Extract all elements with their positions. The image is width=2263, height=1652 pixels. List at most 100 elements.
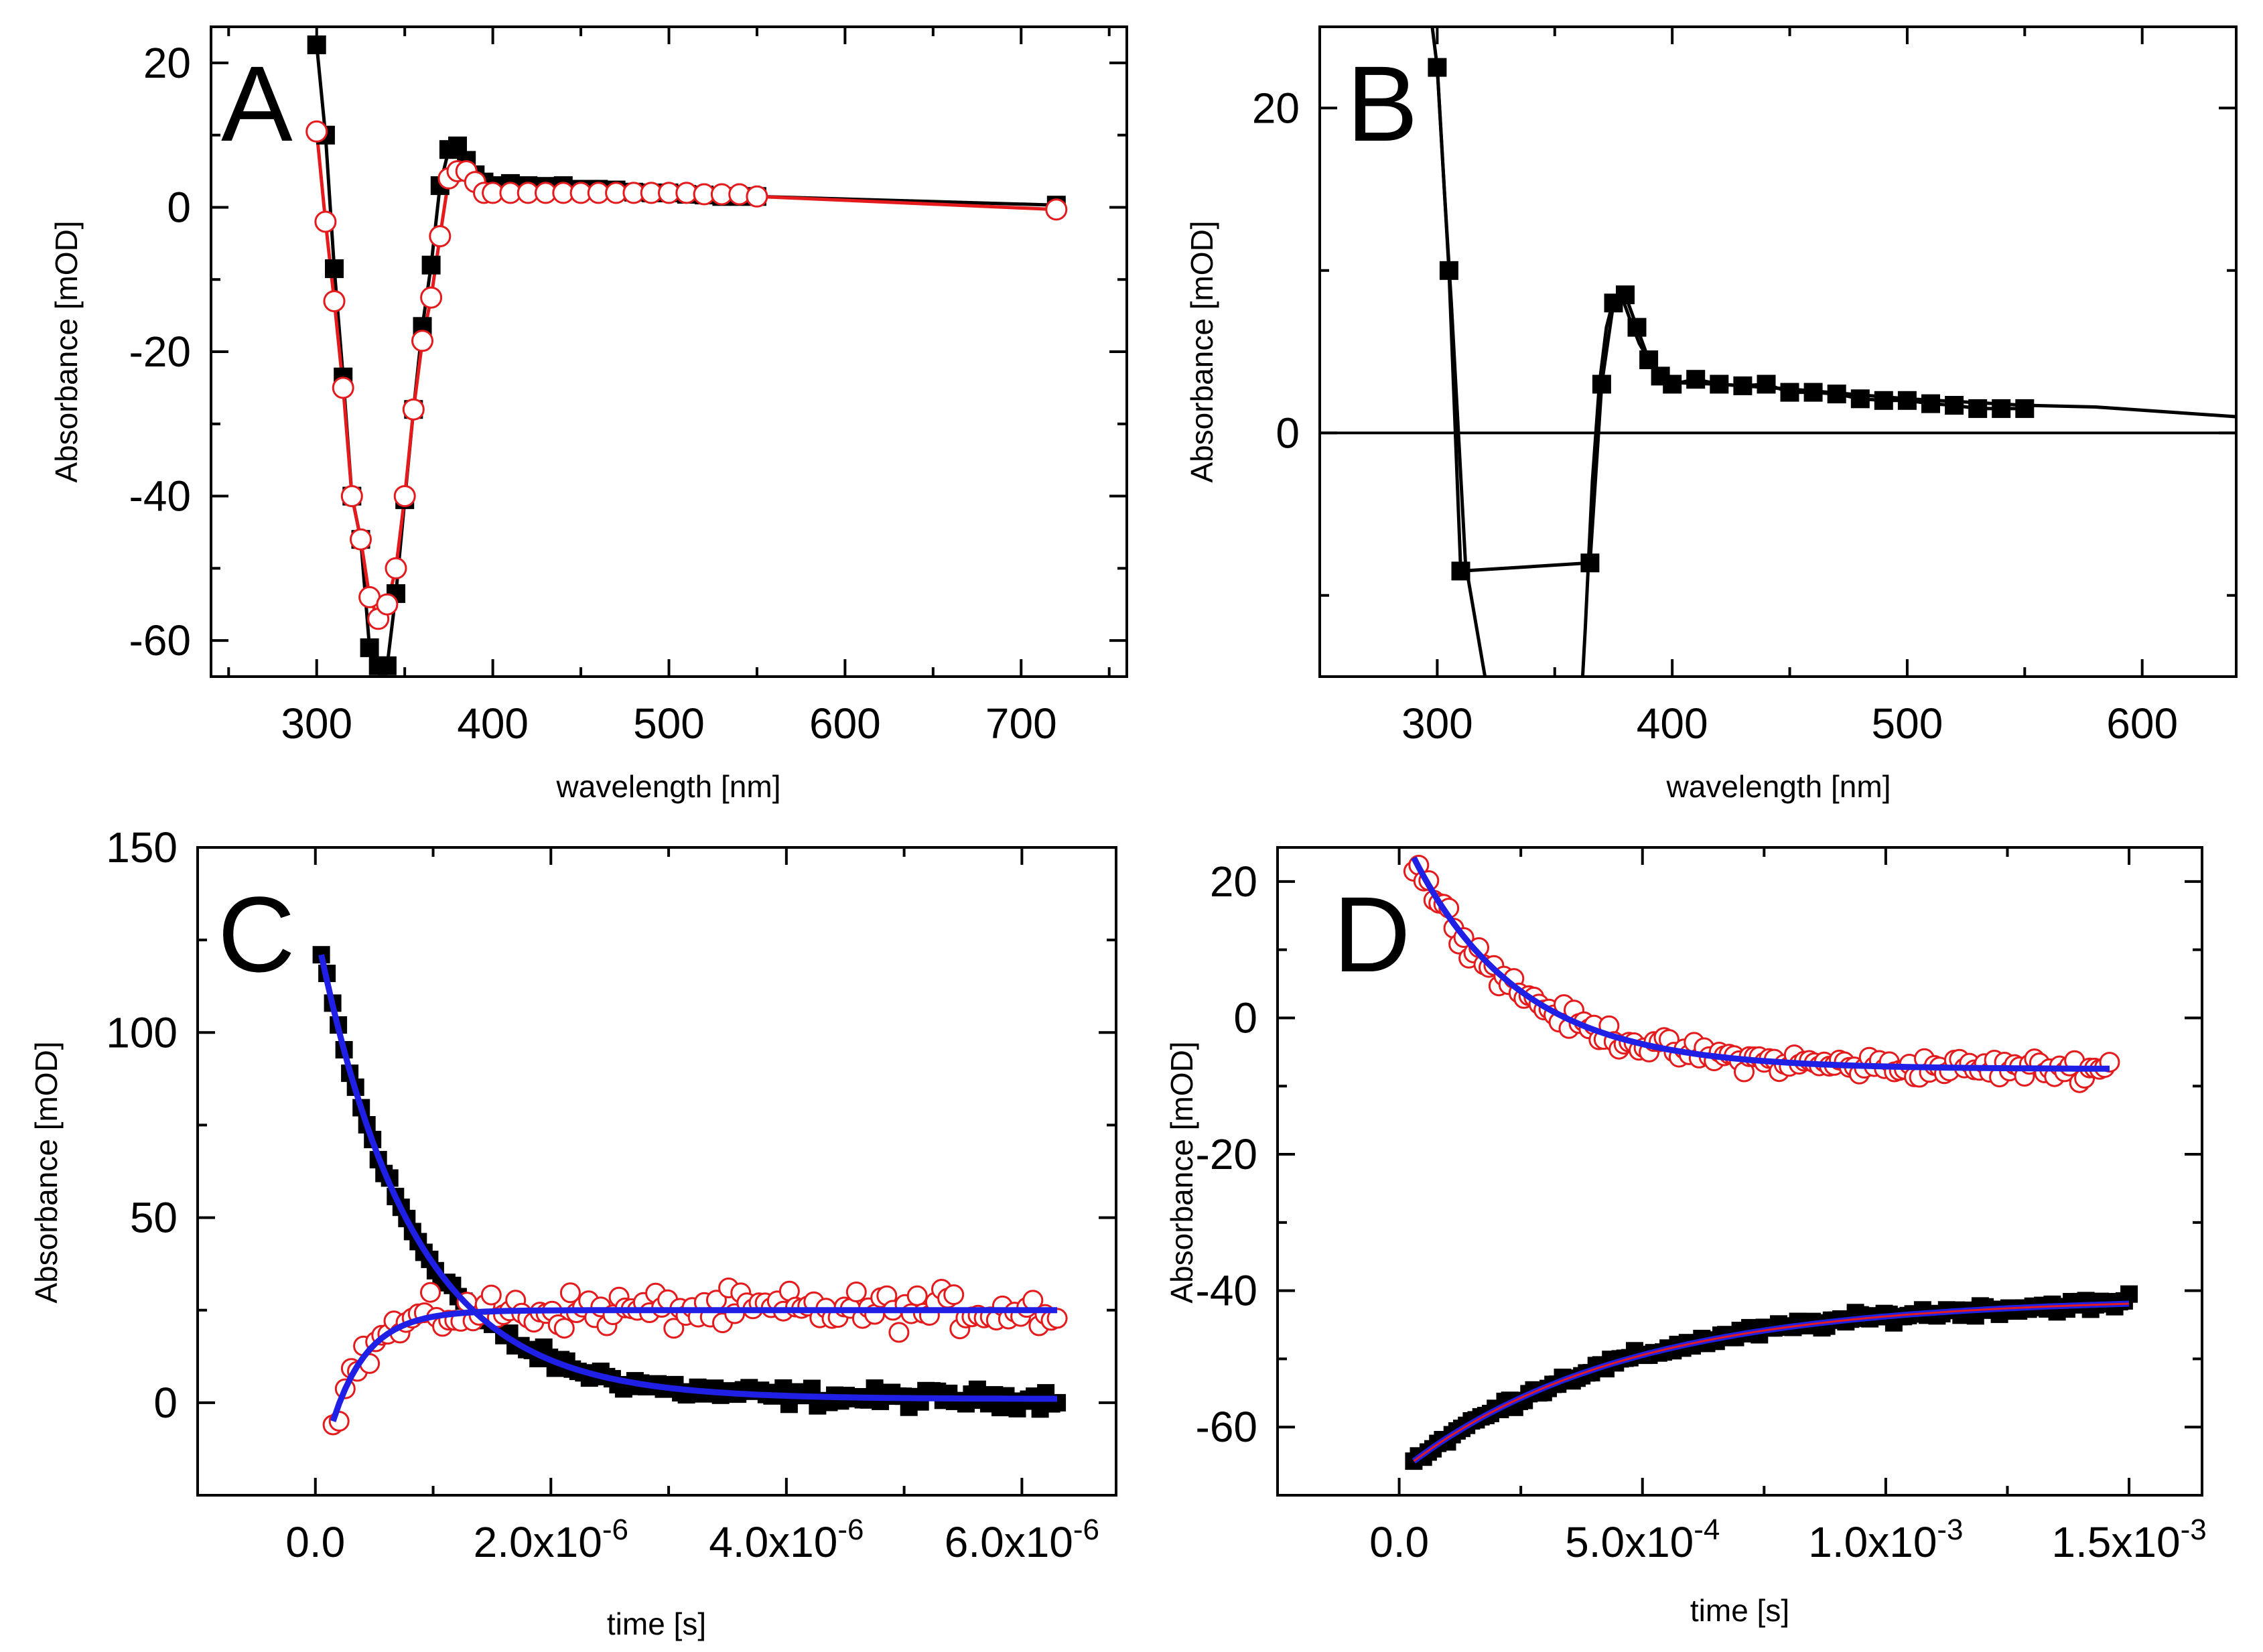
x-axis-title: wavelength [nm] xyxy=(556,769,781,804)
plot-frame xyxy=(1276,846,2203,1497)
x-axis-title: time [s] xyxy=(1690,1593,1789,1628)
x-axis-title: wavelength [nm] xyxy=(1666,769,1891,804)
plot-area xyxy=(305,35,1068,675)
data-point-trace xyxy=(559,1282,581,1304)
data-point-circles xyxy=(429,225,452,248)
x-tick-exponent: -3 xyxy=(1937,1513,1963,1546)
data-point-squares xyxy=(377,656,397,675)
data-point-trace xyxy=(553,1318,575,1339)
y-tick-label: 150 xyxy=(106,823,178,872)
data-point-circles xyxy=(385,557,407,579)
data-point-squares xyxy=(1439,261,1458,280)
data-point-squares xyxy=(1945,396,1964,415)
data-point-trace xyxy=(943,1284,965,1306)
x-axis-title: time [s] xyxy=(607,1606,706,1641)
data-point-squares xyxy=(360,638,379,657)
data-point-circles xyxy=(350,528,372,551)
data-point-circles xyxy=(340,485,363,508)
plot-area xyxy=(1320,27,2236,677)
data-point-circles xyxy=(411,330,433,352)
data-point-squares xyxy=(1827,385,1846,404)
plot-area xyxy=(1403,855,2138,1470)
panel-c: 0.0 2.0x10-6 4.0x10-6 6.0x10-6050100150time… xyxy=(29,823,1117,1641)
data-point-squares xyxy=(1733,376,1753,395)
fit-line-decay xyxy=(318,954,1058,1402)
data-point-squares xyxy=(1874,391,1893,410)
data-point-squares xyxy=(1639,350,1659,370)
data-point-circles xyxy=(323,290,346,313)
panel-b: 300 400 500 600 0 20 wavelength [nm] Absorbance… xyxy=(1184,25,2238,804)
y-tick-label: 0 xyxy=(167,183,191,231)
data-point-squares xyxy=(1580,553,1600,573)
y-tick-label: -20 xyxy=(1196,1130,1258,1178)
x-tick-label: 600 xyxy=(2106,699,2178,748)
data-point-squares xyxy=(1968,399,1988,418)
x-tick-label: 300 xyxy=(1401,699,1473,748)
x-tick-label: 500 xyxy=(633,699,705,748)
fit-line-lower-inner xyxy=(1413,1302,2130,1462)
x-tick-label: 0.0 xyxy=(1369,1518,1429,1566)
plot-frame xyxy=(1318,25,2238,678)
y-tick-label: 0 xyxy=(1276,409,1300,457)
data-point-squares xyxy=(421,255,441,275)
data-point-trace xyxy=(888,1322,910,1343)
x-tick-label: 400 xyxy=(1637,699,1708,748)
data-point-trace xyxy=(2120,1285,2138,1303)
panel-letter: A xyxy=(221,44,293,163)
y-tick-label: -60 xyxy=(129,616,192,665)
data-point-squares xyxy=(1592,374,1611,394)
data-point-circles xyxy=(376,593,399,616)
data-point-circles xyxy=(305,120,328,143)
y-tick-label: -40 xyxy=(1196,1267,1258,1315)
data-point-trace xyxy=(906,1285,928,1306)
panel-letter: D xyxy=(1333,874,1411,994)
x-tick-label: 300 xyxy=(281,699,352,748)
data-point-squares xyxy=(1451,561,1470,581)
data-point-squares xyxy=(1627,318,1647,337)
x-tick-exponent: -6 xyxy=(1073,1513,1099,1546)
y-axis-title: Absorbance [mOD] xyxy=(49,220,84,482)
plot-area xyxy=(312,946,1068,1436)
x-tick-label: 600 xyxy=(809,699,881,748)
y-tick-label: -40 xyxy=(129,472,192,521)
panel-d: 0.0 5.0x10-4 1.0x10-3 1.5x10-3-60-40-20020t… xyxy=(1164,846,2207,1628)
y-tick-label: 0 xyxy=(1233,993,1257,1042)
data-point-squares xyxy=(1428,58,1447,77)
fit-line-rise xyxy=(330,1307,1058,1422)
panel-letter: B xyxy=(1347,44,1418,163)
data-point-squares xyxy=(1686,370,1706,389)
x-tick-label: 0.0 xyxy=(285,1518,345,1566)
y-axis-title: Absorbance [mOD] xyxy=(1184,220,1219,482)
data-point-trace xyxy=(480,1284,502,1306)
data-point-squares xyxy=(1710,374,1729,394)
data-point-squares xyxy=(1897,391,1917,410)
y-tick-label: 0 xyxy=(153,1379,178,1427)
y-tick-label: 20 xyxy=(1252,84,1300,132)
data-point-squares xyxy=(1663,374,1682,394)
x-tick-label: 700 xyxy=(985,699,1057,748)
y-axis-title: Absorbance [mOD] xyxy=(29,1041,64,1303)
panel-letter: C xyxy=(218,874,295,994)
x-tick-exponent: -4 xyxy=(1694,1513,1720,1546)
data-point-squares xyxy=(1850,389,1870,409)
data-point-circles xyxy=(746,185,768,208)
data-point-circles xyxy=(314,210,337,233)
x-tick-exponent: -6 xyxy=(602,1513,628,1546)
y-tick-label: 50 xyxy=(130,1194,178,1242)
data-point-squares xyxy=(1921,394,1940,413)
x-tick-exponent: -6 xyxy=(837,1513,864,1546)
y-tick-label: 20 xyxy=(1210,857,1257,906)
data-point-squares xyxy=(1616,285,1635,305)
y-axis-title: Absorbance [mOD] xyxy=(1164,1041,1199,1303)
x-tick-exponent: -3 xyxy=(2181,1513,2207,1546)
fit-line-upper xyxy=(1411,856,2110,1072)
y-tick-label: 100 xyxy=(106,1008,178,1056)
y-tick-label: -20 xyxy=(129,328,192,376)
data-point-squares xyxy=(325,259,344,279)
data-point-trace xyxy=(845,1282,867,1302)
data-point-circles xyxy=(1045,198,1068,221)
y-tick-label: 20 xyxy=(143,39,191,87)
